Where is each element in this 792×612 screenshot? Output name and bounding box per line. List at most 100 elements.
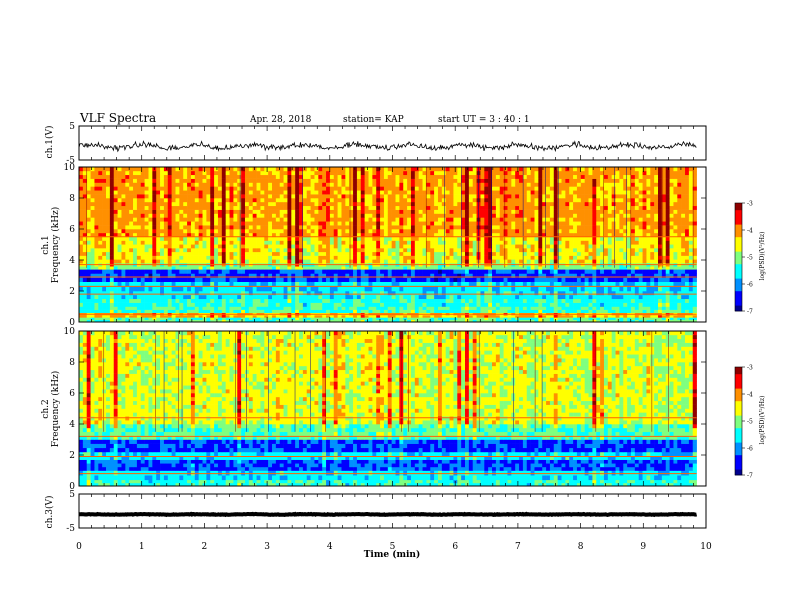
ch1-spec-cell	[102, 306, 107, 310]
ch1-spec-cell	[356, 309, 362, 313]
ch1-spec-cell	[322, 269, 327, 274]
ch1-spec-cell	[584, 236, 589, 241]
ch1-spec-cell	[661, 221, 667, 226]
ch1-spec-cell	[198, 281, 203, 287]
ch1-spec-cell	[546, 269, 551, 274]
ch1-spec-cell	[422, 309, 427, 313]
ch1-spec-cell	[198, 277, 203, 282]
ch1-spec-cell	[542, 213, 547, 218]
ch1-spec-cell	[272, 240, 277, 245]
ch1-spec-cell	[86, 229, 91, 234]
ch1-spec-cell	[546, 229, 551, 234]
ch1-spec-cell	[472, 317, 477, 320]
ch1-spec-cell	[318, 248, 323, 253]
ch1-spec-cell	[310, 269, 315, 274]
ch1-spec-cell	[596, 269, 601, 274]
ch1-spec-cell	[210, 298, 215, 303]
ch1-spec-cell	[210, 277, 215, 282]
ch1-spec-cell	[669, 286, 674, 292]
ch1-spec-cell	[310, 298, 315, 303]
ch1-spec-cell	[302, 244, 308, 249]
ch1-spec-cell	[190, 317, 196, 320]
ch1-spec-cell	[264, 302, 269, 307]
ch1-spec-cell	[144, 240, 149, 245]
ch1-spec-cell	[356, 232, 362, 238]
ch1-spec-cell	[329, 291, 335, 296]
ch1-spec-cell	[646, 236, 651, 241]
ch1-spec-cell	[310, 213, 315, 218]
ch1-spec-cell	[237, 309, 242, 313]
ch1-spec-cell	[638, 229, 643, 234]
ch1-spec-cell	[623, 213, 628, 218]
ch1-spec-cell	[256, 294, 261, 300]
ch1-spec-cell	[549, 236, 555, 241]
ch1-spec-cell	[677, 225, 682, 230]
ch1-spec-cell	[511, 269, 516, 274]
ch1-spec-cell	[117, 319, 122, 323]
ch1-spec-cell	[156, 255, 161, 260]
ch1-spec-cell	[314, 269, 319, 274]
ch1-spec-cell	[542, 277, 547, 282]
ch1-spec-cell	[557, 248, 562, 253]
ch1-spec-cell	[492, 277, 497, 282]
ch1-spec-cell	[499, 273, 504, 278]
ch1-spec-cell	[623, 255, 628, 260]
ch1-spec-cell	[133, 309, 138, 313]
ch1-spec-cell	[619, 229, 624, 234]
ch1-spec-cell	[144, 259, 149, 264]
ch1-spec-cell	[480, 298, 485, 303]
ch1-spec-cell	[534, 229, 539, 234]
ch1-spec-cell	[299, 281, 304, 287]
ch1-spec-cell	[179, 221, 184, 226]
ch1-spec-cell	[630, 251, 636, 256]
ch1-spec-cell	[152, 266, 157, 270]
ch1-spec-cell	[206, 236, 211, 241]
ch1-spec-cell	[484, 309, 489, 313]
ch1-spec-cell	[569, 255, 574, 260]
ch1-spec-cell	[291, 306, 296, 310]
ch1-wave-frame	[78, 125, 707, 161]
ch1-spec-cell	[109, 302, 115, 307]
ch1-spec-cell	[113, 244, 118, 249]
ch1-spec-cell	[642, 298, 647, 303]
ch1-spec-cell	[600, 291, 605, 296]
ch1-spec-cell	[229, 309, 234, 313]
ch1-spec-cell	[295, 255, 300, 260]
ch1-spec-cell	[299, 286, 304, 292]
ch1-spec-cell	[341, 298, 346, 303]
ch1-spec-cell	[619, 240, 624, 245]
ch1-spec-cell	[310, 294, 315, 300]
ch1-spec-cell	[495, 269, 501, 274]
ch1-spec-cell	[426, 251, 431, 256]
ch1-spec-cell	[422, 248, 427, 253]
ch1-spec-cell	[468, 315, 474, 318]
ch1-spec-cell	[557, 259, 562, 264]
ch1-spec-cell	[264, 281, 269, 287]
ch1-spec-cell	[106, 248, 111, 253]
ch1-spec-cell	[345, 232, 350, 238]
ch1-spec-cell	[283, 277, 288, 282]
ch1-spec-cell	[333, 251, 338, 256]
ch1-spec-cell	[468, 309, 474, 313]
ch1-spec-cell	[596, 319, 601, 323]
ch1-spec-cell	[206, 221, 211, 226]
ch1-spec-cell	[407, 225, 412, 230]
ch1-spec-cell	[669, 319, 674, 323]
ch1-spec-cell	[627, 266, 632, 270]
ch1-spec-cell	[538, 225, 543, 230]
ch1-spec-cell	[310, 232, 315, 238]
ch1-spec-cell	[515, 232, 520, 238]
ch1-spec-cell	[441, 217, 446, 222]
ch1-spec-cell	[534, 244, 539, 249]
ch1-spec-cell	[364, 251, 369, 256]
ch1-spec-cell	[553, 306, 558, 310]
ch1-spec-cell	[557, 302, 562, 307]
ch1-spec-cell	[688, 281, 694, 287]
ch1-spec-cell	[457, 266, 462, 270]
ch1-spec-cell	[380, 244, 385, 249]
ch1-spec-cell	[160, 319, 165, 323]
ch1-spec-cell	[445, 232, 450, 238]
ch1-spec-cell	[368, 251, 373, 256]
ch1-spec-cell	[391, 225, 396, 230]
ch1-spec-cell	[623, 315, 628, 318]
